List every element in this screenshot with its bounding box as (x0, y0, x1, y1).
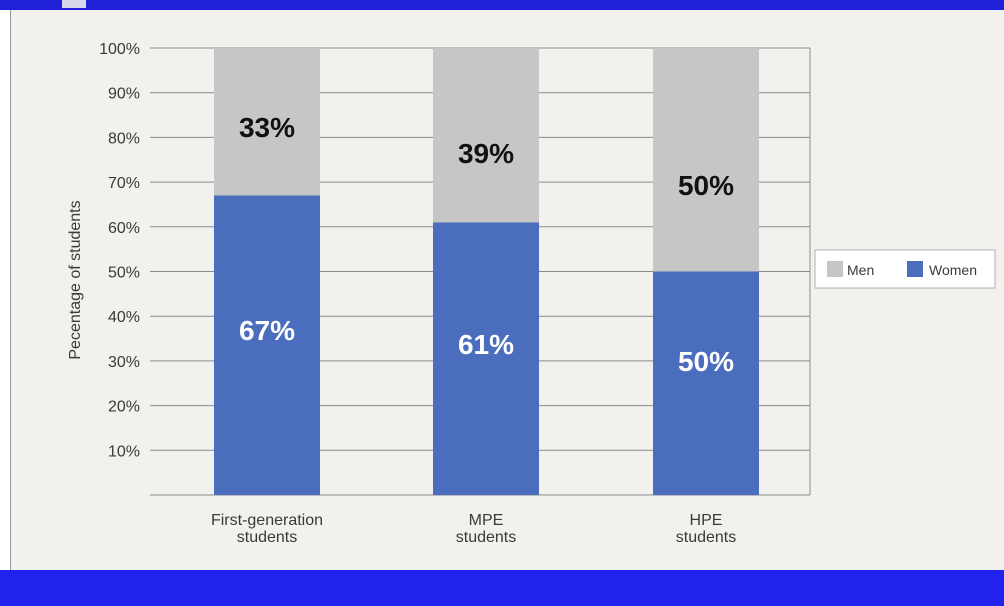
x-category-label: HPE (690, 512, 723, 529)
bar-men (214, 48, 320, 196)
bar-women (433, 222, 539, 495)
y-tick-label: 30% (108, 354, 140, 371)
legend-label-men: Men (847, 262, 874, 278)
legend: Men Women (814, 249, 996, 289)
x-category-label: students (456, 529, 516, 546)
bar-women (653, 271, 759, 495)
bar-layer (214, 48, 759, 495)
y-tick-label: 40% (108, 309, 140, 326)
legend-box (814, 249, 996, 289)
y-tick-label: 10% (108, 443, 140, 460)
data-label-women: 50% (678, 346, 734, 377)
bar-men (653, 48, 759, 272)
bar-women (214, 195, 320, 495)
data-label-women: 61% (458, 329, 514, 360)
y-tick-label: 50% (108, 265, 140, 282)
y-tick-label: 20% (108, 399, 140, 416)
y-tick-label: 60% (108, 220, 140, 237)
x-category-label: MPE (469, 512, 504, 529)
y-axis-title: Pecentage of students (67, 200, 84, 359)
y-tick-label: 100% (99, 41, 140, 58)
data-label-men: 39% (458, 138, 514, 169)
bottom-frame-bar (0, 570, 1004, 606)
legend-swatch-women (907, 261, 923, 277)
y-tick-label: 70% (108, 175, 140, 192)
legend-label-women: Women (929, 262, 977, 278)
data-label-women: 67% (239, 315, 295, 346)
x-category-label: students (676, 529, 736, 546)
x-category-label: students (237, 529, 297, 546)
x-category-label: First-generation (211, 512, 323, 529)
top-tab-mark (62, 0, 86, 8)
bar-men (433, 48, 539, 223)
top-frame-bar (0, 0, 1004, 10)
y-tick-label: 90% (108, 86, 140, 103)
label-layer: 10% 20% 30% 40% 50% 60% 70% 80% 90% 100% 67% 33% Fir… (99, 41, 736, 546)
data-label-men: 33% (239, 112, 295, 143)
data-label-men: 50% (678, 170, 734, 201)
y-tick-label: 80% (108, 130, 140, 147)
legend-swatch-men (827, 261, 843, 277)
